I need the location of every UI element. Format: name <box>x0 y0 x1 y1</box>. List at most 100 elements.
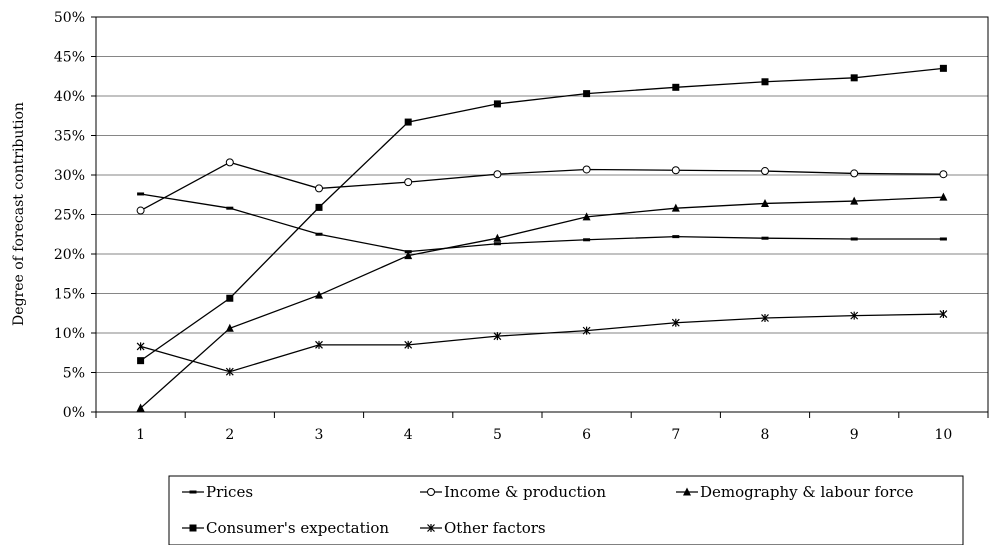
legend-item: Consumer's expectation <box>182 519 389 537</box>
x-tick-label: 9 <box>850 427 859 443</box>
legend-marker <box>189 524 197 532</box>
data-point <box>137 192 145 196</box>
x-tick-label: 10 <box>934 427 952 443</box>
data-point <box>225 367 234 376</box>
x-tick-label: 4 <box>404 427 413 443</box>
data-point <box>850 311 859 320</box>
series-line <box>140 67 944 362</box>
data-point <box>583 238 591 242</box>
legend-label: Income & production <box>444 483 606 501</box>
data-point <box>672 235 680 239</box>
legend-box <box>168 475 964 545</box>
x-tick-label: 5 <box>493 427 502 443</box>
series-line <box>140 161 944 212</box>
x-tick-label: 3 <box>315 427 324 443</box>
x-tick-label: 2 <box>225 427 234 443</box>
series-4 <box>136 310 948 376</box>
data-point <box>672 83 680 91</box>
legend-label: Other factors <box>444 519 546 537</box>
data-point <box>225 323 234 332</box>
legend-marker <box>683 487 691 496</box>
y-tick-label: 10% <box>54 326 85 342</box>
data-point <box>939 64 947 72</box>
series-1 <box>136 158 948 215</box>
data-point <box>583 90 591 98</box>
data-point <box>761 167 769 176</box>
data-point <box>315 203 323 211</box>
x-tick-label: 8 <box>761 427 770 443</box>
x-tick-label: 7 <box>671 427 680 443</box>
x-tick-label: 6 <box>582 427 591 443</box>
series-line <box>140 196 944 409</box>
data-point <box>671 203 680 212</box>
data-point <box>493 332 502 341</box>
data-point <box>404 118 412 126</box>
data-point <box>493 233 502 242</box>
data-point <box>671 166 680 175</box>
legend-item: Other factors <box>420 519 546 537</box>
y-tick-label: 15% <box>54 287 85 303</box>
data-point <box>671 318 680 327</box>
data-point <box>315 340 323 349</box>
data-point <box>136 403 145 412</box>
legend-label: Consumer's expectation <box>206 519 389 537</box>
data-point <box>493 242 501 246</box>
data-point <box>582 326 591 335</box>
data-point <box>582 212 591 221</box>
data-point <box>850 237 858 241</box>
data-point <box>761 313 769 322</box>
data-point <box>850 169 859 178</box>
legend-item: Income & production <box>420 483 606 501</box>
y-tick-label: 35% <box>54 129 85 145</box>
y-tick-label: 0% <box>63 405 85 421</box>
data-point <box>582 165 591 174</box>
y-tick-label: 20% <box>54 247 85 263</box>
y-tick-label: 40% <box>54 89 85 105</box>
series-line <box>140 193 944 253</box>
data-point <box>939 310 948 319</box>
data-point <box>939 170 948 179</box>
y-axis-title: Degree of forecast contribution <box>11 102 27 326</box>
y-axis-ticks: 0% 5% 10% 15% 20% 25% 30% 35% 40% 45% 50% <box>54 10 96 421</box>
series-lines <box>136 64 948 412</box>
legend-item: Demography & labour force <box>676 483 914 501</box>
series-line <box>140 313 944 373</box>
legend-marker <box>427 488 435 496</box>
gridlines <box>96 56 988 373</box>
x-axis-ticks: 1 2 3 4 5 6 7 8 9 10 <box>95 412 989 443</box>
data-point <box>939 237 947 241</box>
data-point <box>226 294 234 302</box>
data-point <box>226 206 234 210</box>
legend-item: Prices <box>182 483 253 501</box>
y-tick-label: 30% <box>54 168 85 184</box>
data-point <box>761 236 769 240</box>
data-point <box>404 251 413 260</box>
plot-area-frame <box>95 16 989 413</box>
data-point <box>493 100 501 108</box>
legend-label: Demography & labour force <box>700 483 914 501</box>
data-point <box>404 340 413 349</box>
series-2 <box>136 192 948 412</box>
y-tick-label: 50% <box>54 10 85 26</box>
x-tick-label: 1 <box>136 427 145 443</box>
data-point <box>404 178 413 187</box>
legend-marker <box>189 490 197 494</box>
y-tick-label: 25% <box>54 208 85 224</box>
data-point <box>136 206 145 215</box>
data-point <box>137 357 145 365</box>
series-3 <box>137 64 947 365</box>
data-point <box>493 170 502 179</box>
legend-label: Prices <box>206 483 253 501</box>
legend: Prices Income & production Demography & la… <box>168 475 964 545</box>
data-point <box>136 342 145 351</box>
legend-marker <box>427 524 435 532</box>
data-point <box>315 232 323 236</box>
data-point <box>225 158 234 167</box>
data-point <box>850 74 858 82</box>
data-point <box>761 78 769 86</box>
y-tick-label: 5% <box>63 366 85 382</box>
data-point <box>315 184 323 193</box>
y-tick-label: 45% <box>54 50 85 66</box>
data-point <box>315 290 323 299</box>
